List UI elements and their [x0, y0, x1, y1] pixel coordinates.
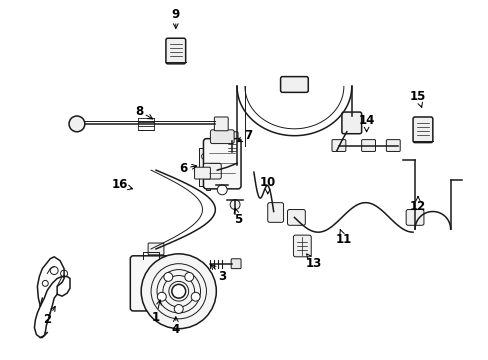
FancyBboxPatch shape	[293, 235, 310, 257]
Circle shape	[42, 280, 48, 286]
Text: 11: 11	[335, 230, 351, 246]
FancyBboxPatch shape	[287, 210, 305, 225]
FancyBboxPatch shape	[231, 259, 241, 269]
Text: 12: 12	[409, 197, 425, 213]
Text: 1: 1	[152, 300, 161, 324]
Text: 4: 4	[171, 317, 180, 336]
FancyBboxPatch shape	[331, 140, 345, 152]
Text: 3: 3	[211, 265, 226, 283]
FancyBboxPatch shape	[130, 256, 171, 311]
Circle shape	[163, 273, 172, 282]
Circle shape	[141, 254, 216, 329]
Text: 10: 10	[259, 176, 275, 194]
Text: 6: 6	[179, 162, 196, 175]
FancyBboxPatch shape	[210, 130, 234, 144]
FancyBboxPatch shape	[194, 167, 210, 179]
Text: 15: 15	[409, 90, 426, 107]
Circle shape	[184, 273, 193, 282]
FancyBboxPatch shape	[214, 117, 228, 131]
Circle shape	[61, 270, 67, 277]
Text: 16: 16	[111, 179, 132, 192]
FancyBboxPatch shape	[203, 139, 241, 189]
Text: 9: 9	[171, 8, 180, 28]
Circle shape	[217, 185, 227, 195]
FancyBboxPatch shape	[361, 140, 375, 152]
Text: 8: 8	[135, 105, 152, 119]
FancyBboxPatch shape	[341, 112, 361, 134]
Text: 14: 14	[358, 114, 374, 132]
FancyBboxPatch shape	[406, 210, 423, 225]
Circle shape	[230, 200, 240, 210]
Circle shape	[50, 267, 58, 275]
FancyBboxPatch shape	[267, 203, 283, 222]
Text: 2: 2	[43, 306, 55, 326]
Circle shape	[171, 284, 185, 298]
FancyBboxPatch shape	[148, 243, 163, 255]
Circle shape	[69, 116, 84, 132]
FancyBboxPatch shape	[280, 77, 307, 93]
Circle shape	[201, 153, 207, 159]
Text: 5: 5	[233, 208, 242, 226]
Polygon shape	[198, 148, 210, 190]
Circle shape	[157, 292, 166, 301]
Circle shape	[174, 305, 183, 314]
Circle shape	[201, 169, 207, 175]
FancyBboxPatch shape	[226, 132, 238, 141]
FancyBboxPatch shape	[412, 117, 432, 143]
Circle shape	[191, 292, 200, 301]
Text: 13: 13	[305, 254, 322, 270]
FancyBboxPatch shape	[165, 38, 185, 64]
FancyBboxPatch shape	[386, 140, 399, 152]
FancyBboxPatch shape	[203, 163, 221, 179]
Text: 7: 7	[237, 129, 251, 142]
